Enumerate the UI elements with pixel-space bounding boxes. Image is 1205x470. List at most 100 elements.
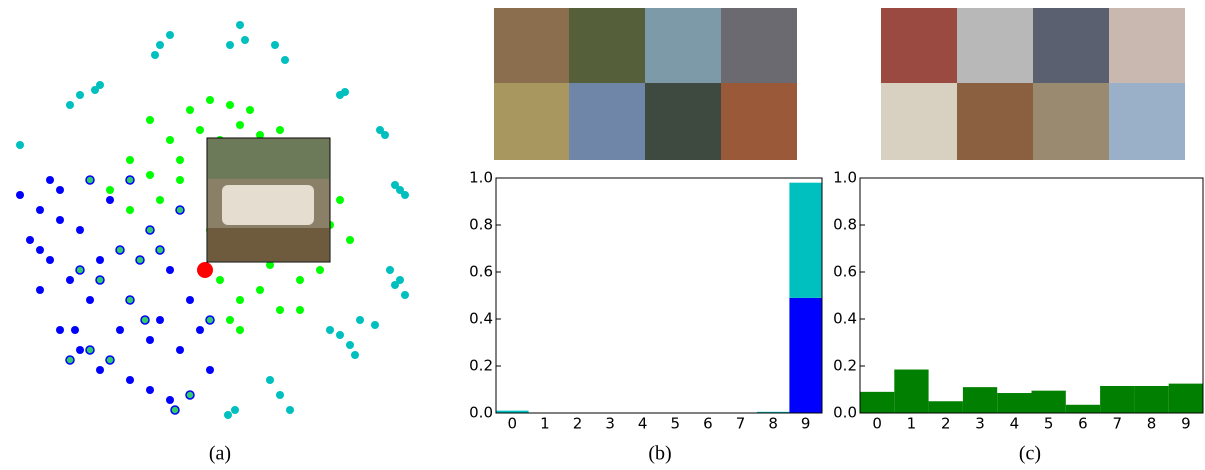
point bbox=[176, 206, 184, 214]
point bbox=[266, 376, 274, 384]
point bbox=[236, 326, 244, 334]
point bbox=[226, 41, 234, 49]
point bbox=[146, 336, 154, 344]
point bbox=[166, 266, 174, 274]
x-tick-label: 0 bbox=[508, 415, 518, 433]
bar bbox=[963, 387, 997, 413]
point bbox=[86, 296, 94, 304]
point bbox=[146, 386, 154, 394]
bar bbox=[789, 298, 822, 413]
point bbox=[196, 126, 204, 134]
point bbox=[76, 91, 84, 99]
point bbox=[76, 346, 84, 354]
y-tick-label: 0.0 bbox=[833, 404, 857, 422]
caption: (a) bbox=[209, 443, 231, 465]
point bbox=[186, 391, 194, 399]
point bbox=[276, 306, 284, 314]
point bbox=[224, 411, 232, 419]
point bbox=[76, 226, 84, 234]
point bbox=[276, 391, 284, 399]
point bbox=[296, 276, 304, 284]
point bbox=[401, 291, 409, 299]
point bbox=[86, 176, 94, 184]
bar bbox=[894, 370, 928, 413]
y-tick-label: 1.0 bbox=[833, 169, 857, 187]
point bbox=[226, 101, 234, 109]
point bbox=[381, 131, 389, 139]
x-tick-label: 3 bbox=[605, 415, 615, 433]
point bbox=[236, 121, 244, 129]
point bbox=[346, 236, 354, 244]
x-tick-label: 9 bbox=[801, 415, 811, 433]
point bbox=[66, 101, 74, 109]
x-tick-label: 1 bbox=[540, 415, 550, 433]
point bbox=[166, 31, 174, 39]
point bbox=[356, 316, 364, 324]
y-tick-label: 0.2 bbox=[833, 357, 857, 375]
point bbox=[126, 376, 134, 384]
point bbox=[86, 346, 94, 354]
bar bbox=[1032, 391, 1066, 413]
point bbox=[176, 176, 184, 184]
bar bbox=[757, 412, 790, 413]
point bbox=[176, 346, 184, 354]
point bbox=[146, 226, 154, 234]
point bbox=[71, 326, 79, 334]
bar bbox=[1100, 386, 1134, 413]
plot-frame bbox=[496, 178, 822, 413]
point bbox=[176, 156, 184, 164]
point bbox=[196, 326, 204, 334]
y-tick-label: 0.4 bbox=[833, 310, 857, 328]
point bbox=[166, 136, 174, 144]
point bbox=[206, 366, 214, 374]
point bbox=[286, 406, 294, 414]
caption: (c) bbox=[1019, 443, 1041, 465]
point bbox=[386, 266, 394, 274]
point bbox=[156, 316, 164, 324]
point bbox=[336, 196, 344, 204]
y-tick-label: 0.6 bbox=[469, 263, 493, 281]
figure: (a)01234567890.00.20.40.60.81.0(b)012345… bbox=[0, 0, 1205, 470]
point bbox=[316, 266, 324, 274]
point bbox=[96, 81, 104, 89]
x-tick-label: 5 bbox=[1044, 415, 1054, 433]
point bbox=[56, 216, 64, 224]
point bbox=[241, 36, 249, 44]
bar bbox=[929, 401, 963, 413]
point bbox=[116, 326, 124, 334]
point bbox=[36, 246, 44, 254]
point bbox=[256, 286, 264, 294]
x-tick-label: 0 bbox=[872, 415, 882, 433]
point bbox=[236, 296, 244, 304]
point bbox=[116, 246, 124, 254]
point bbox=[66, 356, 74, 364]
point bbox=[76, 266, 84, 274]
y-tick-label: 0.2 bbox=[469, 357, 493, 375]
x-tick-label: 6 bbox=[703, 415, 713, 433]
point bbox=[231, 406, 239, 414]
x-tick-label: 7 bbox=[736, 415, 746, 433]
point bbox=[106, 356, 114, 364]
point bbox=[226, 316, 234, 324]
point bbox=[106, 196, 114, 204]
point bbox=[56, 326, 64, 334]
image-grid-c bbox=[881, 8, 1185, 160]
point bbox=[16, 141, 24, 149]
y-tick-label: 0.4 bbox=[469, 310, 493, 328]
point bbox=[146, 116, 154, 124]
point bbox=[401, 191, 409, 199]
x-tick-label: 6 bbox=[1078, 415, 1088, 433]
point bbox=[26, 236, 34, 244]
point bbox=[136, 256, 144, 264]
point bbox=[126, 176, 134, 184]
bar bbox=[1066, 405, 1100, 413]
point bbox=[156, 196, 164, 204]
bar bbox=[997, 393, 1031, 413]
y-tick-label: 0.8 bbox=[469, 216, 493, 234]
point bbox=[16, 191, 24, 199]
point bbox=[166, 396, 174, 404]
image-grid-b bbox=[494, 8, 797, 160]
point bbox=[296, 306, 304, 314]
inset-image bbox=[207, 138, 330, 262]
point bbox=[126, 206, 134, 214]
